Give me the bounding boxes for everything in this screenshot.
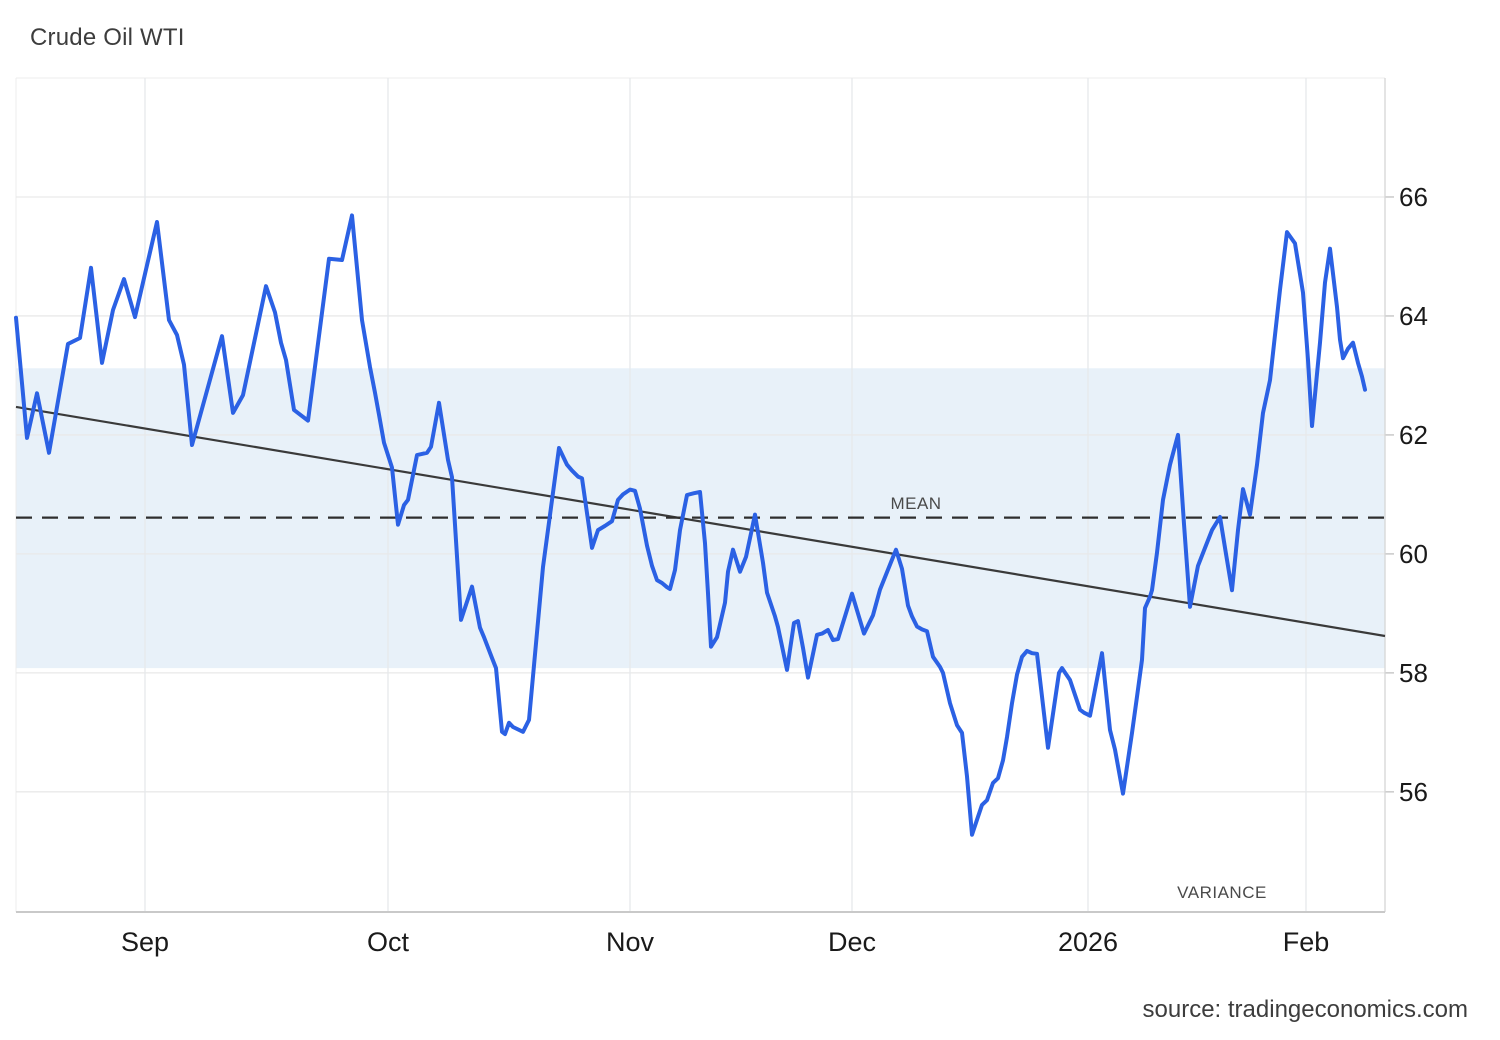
variance-label: VARIANCE	[1177, 883, 1267, 902]
x-axis-label: Sep	[121, 927, 169, 957]
y-axis-label: 58	[1399, 658, 1428, 688]
x-axis-label: Nov	[606, 927, 655, 957]
y-axis-label: 56	[1399, 777, 1428, 807]
y-axis-label: 60	[1399, 539, 1428, 569]
source-attribution: source: tradingeconomics.com	[1142, 996, 1468, 1023]
y-axis-label: 62	[1399, 420, 1428, 450]
price-line[interactable]	[14, 213, 1367, 837]
page-title: Crude Oil WTI	[30, 24, 185, 51]
x-axis-label: Dec	[828, 927, 876, 957]
x-axis-label: Oct	[367, 927, 410, 957]
mean-label: MEAN	[890, 494, 941, 513]
x-axis-label: Feb	[1283, 927, 1330, 957]
y-axis-label: 64	[1399, 301, 1428, 331]
trend-line	[15, 405, 1386, 638]
y-axis-label: 66	[1399, 182, 1428, 212]
x-axis-label: 2026	[1058, 927, 1118, 957]
